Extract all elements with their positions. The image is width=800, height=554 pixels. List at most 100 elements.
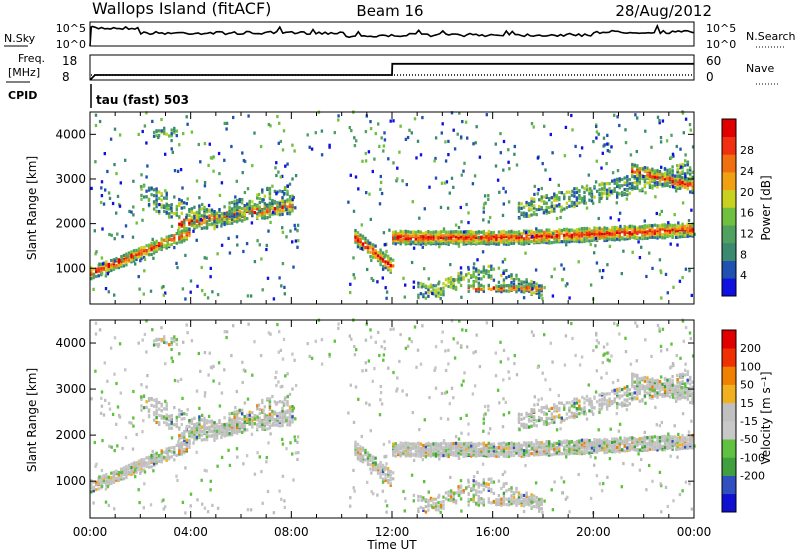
power-cell <box>637 240 640 244</box>
power-cell <box>691 227 694 231</box>
power-cell <box>565 206 569 210</box>
power-cell <box>432 284 435 288</box>
velocity-cell <box>170 446 173 450</box>
power-cell <box>279 139 283 144</box>
velocity-cell <box>185 440 188 444</box>
velocity-cell <box>200 438 204 442</box>
velocity-cell <box>256 423 259 427</box>
velocity-cell <box>246 428 249 432</box>
velocity-cell <box>540 441 543 445</box>
velocity-cell <box>648 442 652 446</box>
power-cell <box>238 197 241 202</box>
power-cell <box>502 229 506 233</box>
velocity-cell <box>160 449 163 453</box>
power-cell <box>608 237 611 241</box>
velocity-cell <box>404 444 407 448</box>
velocity-cell <box>515 503 518 507</box>
power-cell <box>427 287 430 292</box>
power-cell <box>367 150 371 154</box>
velocity-cell <box>578 448 581 452</box>
power-cell <box>562 267 566 271</box>
velocity-cell <box>651 441 654 445</box>
power-cell <box>381 276 384 280</box>
power-cell <box>676 177 679 181</box>
power-cell <box>439 287 443 291</box>
power-cell <box>522 280 526 284</box>
freq-tick-low: 8 <box>62 70 70 84</box>
velocity-cell <box>535 505 538 509</box>
power-cell <box>382 231 386 235</box>
power-cell <box>588 191 591 195</box>
velocity-cell <box>497 498 501 502</box>
power-cell <box>676 168 679 172</box>
velocity-cell <box>527 452 531 456</box>
power-cell <box>243 216 246 220</box>
power-cell <box>352 273 355 277</box>
power-cell <box>681 276 684 280</box>
power-cell <box>684 153 687 157</box>
power-cell <box>180 220 183 224</box>
power-cell <box>408 128 411 132</box>
power-cell <box>565 237 569 241</box>
velocity-cell <box>636 447 639 451</box>
velocity-cell <box>628 436 631 440</box>
colorbar-tick-label: 20 <box>740 186 754 199</box>
power-cell <box>190 222 194 226</box>
velocity-cell <box>550 447 553 451</box>
power-cell <box>180 211 183 215</box>
power-cell <box>623 229 626 233</box>
power-cell <box>517 230 521 234</box>
power-cell <box>477 241 480 245</box>
power-cell <box>447 232 450 236</box>
nsearch-label: N.Search <box>746 30 796 43</box>
velocity-cell <box>671 446 674 450</box>
power-cell <box>462 240 465 244</box>
power-cell <box>434 240 438 244</box>
power-cell <box>507 289 511 293</box>
power-cell <box>288 182 292 186</box>
power-cell <box>160 129 163 133</box>
power-cell <box>210 222 214 226</box>
velocity-cell <box>575 439 579 444</box>
power-cell <box>243 209 246 213</box>
velocity-cell <box>449 499 453 503</box>
power-cell <box>543 233 546 237</box>
velocity-cell <box>603 443 606 447</box>
power-cell <box>276 212 279 216</box>
power-cell <box>243 204 246 208</box>
velocity-cell <box>283 420 287 424</box>
power-cell <box>113 163 116 167</box>
power-cell <box>686 160 690 164</box>
velocity-cell <box>422 498 425 502</box>
power-cell <box>623 181 626 185</box>
velocity-cell <box>517 498 521 502</box>
velocity-cell <box>603 447 606 451</box>
velocity-cell <box>497 501 501 505</box>
power-cell <box>196 284 199 288</box>
power-cell <box>585 232 589 237</box>
power-cell <box>263 207 266 211</box>
velocity-cell <box>228 420 231 424</box>
velocity-cell <box>361 454 365 458</box>
velocity-cell <box>678 438 682 442</box>
velocity-cell <box>661 439 664 443</box>
velocity-cell <box>356 446 360 450</box>
power-cell <box>177 228 180 232</box>
velocity-cell <box>480 490 483 494</box>
velocity-cell <box>238 408 241 412</box>
power-cell <box>140 246 143 250</box>
power-cell <box>170 209 173 213</box>
power-cell <box>482 271 485 275</box>
power-cell <box>360 223 363 227</box>
power-cell <box>590 195 594 199</box>
power-cell <box>215 225 219 229</box>
velocity-cell <box>268 407 272 411</box>
power-cell <box>608 228 611 232</box>
velocity-cell <box>442 454 445 458</box>
power-cell <box>658 182 662 186</box>
power-cell <box>251 164 254 168</box>
power-cell <box>515 287 518 291</box>
velocity-cell <box>525 501 528 505</box>
power-cell <box>201 289 204 293</box>
power-cell <box>106 272 109 276</box>
